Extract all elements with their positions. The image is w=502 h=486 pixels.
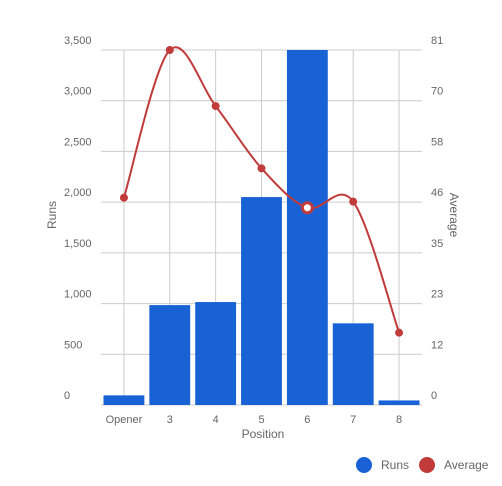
bar-8[interactable] — [378, 400, 420, 405]
x-tick-label: 8 — [396, 414, 402, 426]
y-tick-label: 3,500 — [64, 35, 92, 47]
bar-3[interactable] — [149, 305, 191, 405]
average-point-6[interactable] — [300, 201, 314, 215]
y-axis-left-ticks: 0 500 1,000 1,500 2,000 2,500 3,000 3,500 — [64, 35, 92, 402]
y-axis-right-title: Average — [447, 193, 461, 238]
average-point-opener[interactable] — [119, 193, 128, 202]
y2-tick-label: 81 — [431, 35, 443, 47]
bar-opener[interactable] — [103, 395, 145, 405]
average-point-3[interactable] — [165, 46, 174, 54]
runs-bars — [103, 50, 420, 405]
legend-average-marker — [419, 457, 435, 473]
legend-item-runs[interactable]: Runs — [356, 457, 409, 473]
y-tick-label: 2,500 — [64, 136, 92, 148]
y2-tick-label: 46 — [431, 187, 443, 199]
y2-tick-label: 70 — [431, 86, 443, 98]
y-axis-left-title: Runs — [45, 201, 59, 229]
y-tick-label: 2,000 — [64, 187, 92, 199]
x-tick-label: 4 — [213, 414, 219, 426]
average-line-path — [122, 46, 401, 334]
y2-tick-label: 0 — [431, 390, 437, 402]
x-tick-label: 6 — [304, 414, 310, 426]
bar-5[interactable] — [241, 197, 282, 405]
x-axis-ticks: Opener 3 4 5 6 7 8 — [106, 414, 403, 426]
legend-runs-marker — [356, 457, 372, 473]
bar-7[interactable] — [332, 323, 374, 405]
legend-runs-label: Runs — [381, 458, 409, 472]
x-tick-label: 5 — [258, 414, 264, 426]
x-axis-title: Position — [242, 427, 285, 441]
y-tick-label: 500 — [64, 339, 82, 351]
y2-tick-label: 58 — [431, 136, 443, 148]
x-tick-label: 7 — [350, 414, 356, 426]
y-tick-label: 1,000 — [64, 289, 92, 301]
y-axis-right-ticks: 0 12 23 35 46 58 70 81 — [431, 35, 443, 402]
average-point-7[interactable] — [349, 197, 358, 206]
legend-average-label: Average — [444, 458, 489, 472]
x-tick-label: 3 — [167, 414, 173, 426]
average-line — [119, 46, 404, 337]
legend: Runs Average — [356, 457, 489, 473]
legend-item-average[interactable]: Average — [419, 457, 489, 473]
y2-tick-label: 35 — [431, 238, 443, 250]
y-tick-label: 1,500 — [64, 238, 92, 250]
average-point-8[interactable] — [395, 328, 404, 337]
y-tick-label: 0 — [64, 390, 70, 402]
average-point-4[interactable] — [211, 102, 220, 111]
average-point-5[interactable] — [257, 164, 266, 173]
bar-6[interactable] — [286, 50, 328, 405]
y2-tick-label: 12 — [431, 339, 443, 351]
y2-tick-label: 23 — [431, 289, 443, 301]
x-tick-label: Opener — [106, 414, 143, 426]
bar-4[interactable] — [195, 302, 237, 405]
y-tick-label: 3,000 — [64, 86, 92, 98]
